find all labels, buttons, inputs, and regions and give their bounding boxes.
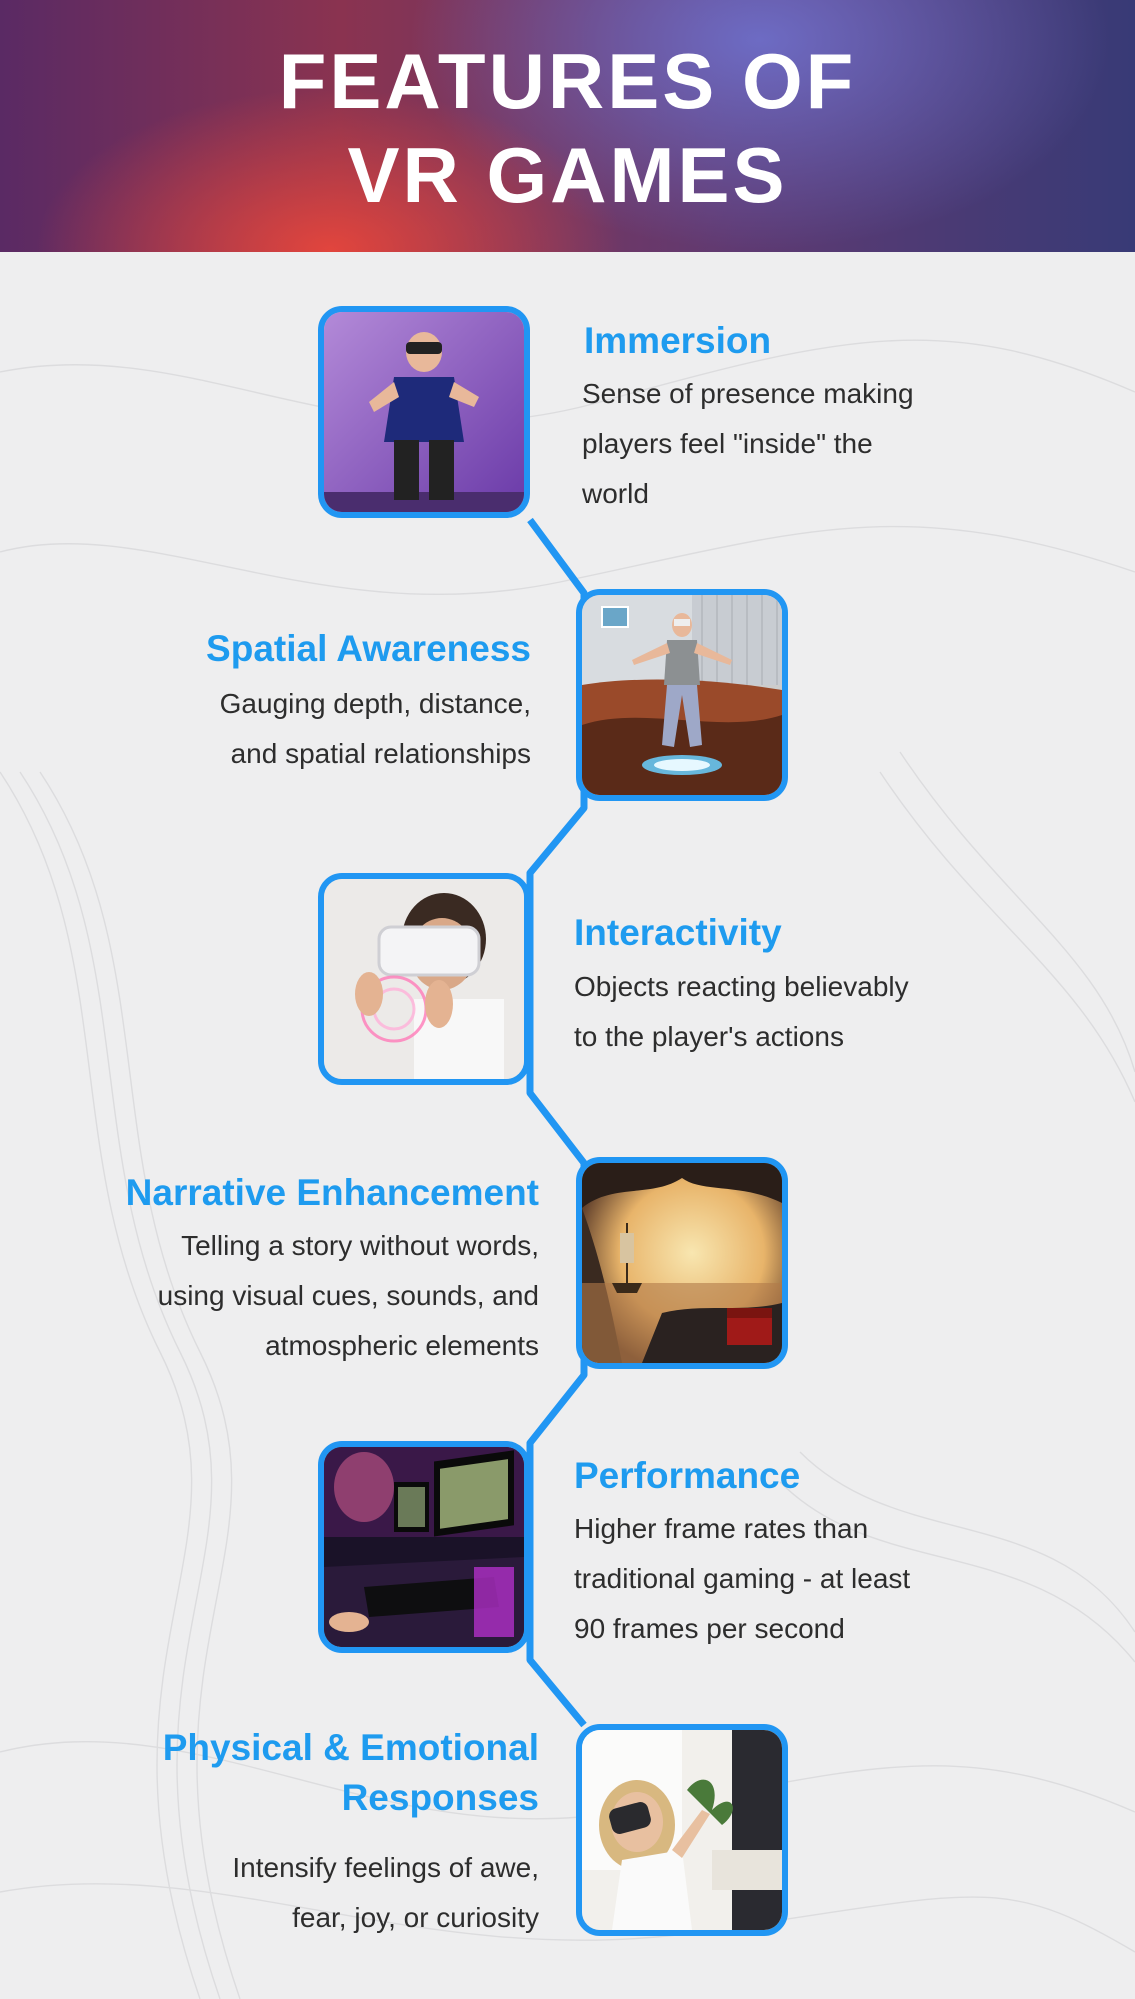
feature-desc-spatial-awareness: Gauging depth, distance, and spatial rel… [219,688,531,769]
feature-desc-narrative-enhancement: Telling a story without words, using vis… [157,1230,539,1361]
man-vr-headset-purple-wall-image [318,306,530,518]
page-title-line-2: VR GAMES [347,131,788,219]
feature-desc-physical-emotional-responses: Intensify feelings of awe, fear, joy, or… [232,1852,539,1933]
woman-vr-headset-living-room-image [576,1724,788,1936]
man-floating-vr-portal-image [576,589,788,801]
feature-title-narrative-enhancement: Narrative Enhancement [125,1172,539,1213]
feature-title-spatial-awareness: Spatial Awareness [206,628,531,669]
page-title-line-1: FEATURES OF [278,37,857,125]
girl-vr-headset-hologram-image [318,873,530,1085]
header-banner: FEATURES OF VR GAMES [0,0,1135,252]
pirate-ship-cave-treasure-image [576,1157,788,1369]
feature-title-interactivity: Interactivity [574,912,782,953]
background-texture [0,339,1135,1999]
gaming-setup-neon-room-image [318,1441,530,1653]
feature-desc-performance: Higher frame rates than traditional gami… [574,1513,911,1644]
feature-title-performance: Performance [574,1455,801,1496]
feature-title-immersion: Immersion [584,320,772,361]
feature-desc-immersion: Sense of presence making players feel "i… [582,378,914,509]
feature-desc-interactivity: Objects reacting believably to the playe… [574,971,909,1052]
feature-title-physical-emotional-responses: Physical & Emotional Responses [162,1727,539,1818]
